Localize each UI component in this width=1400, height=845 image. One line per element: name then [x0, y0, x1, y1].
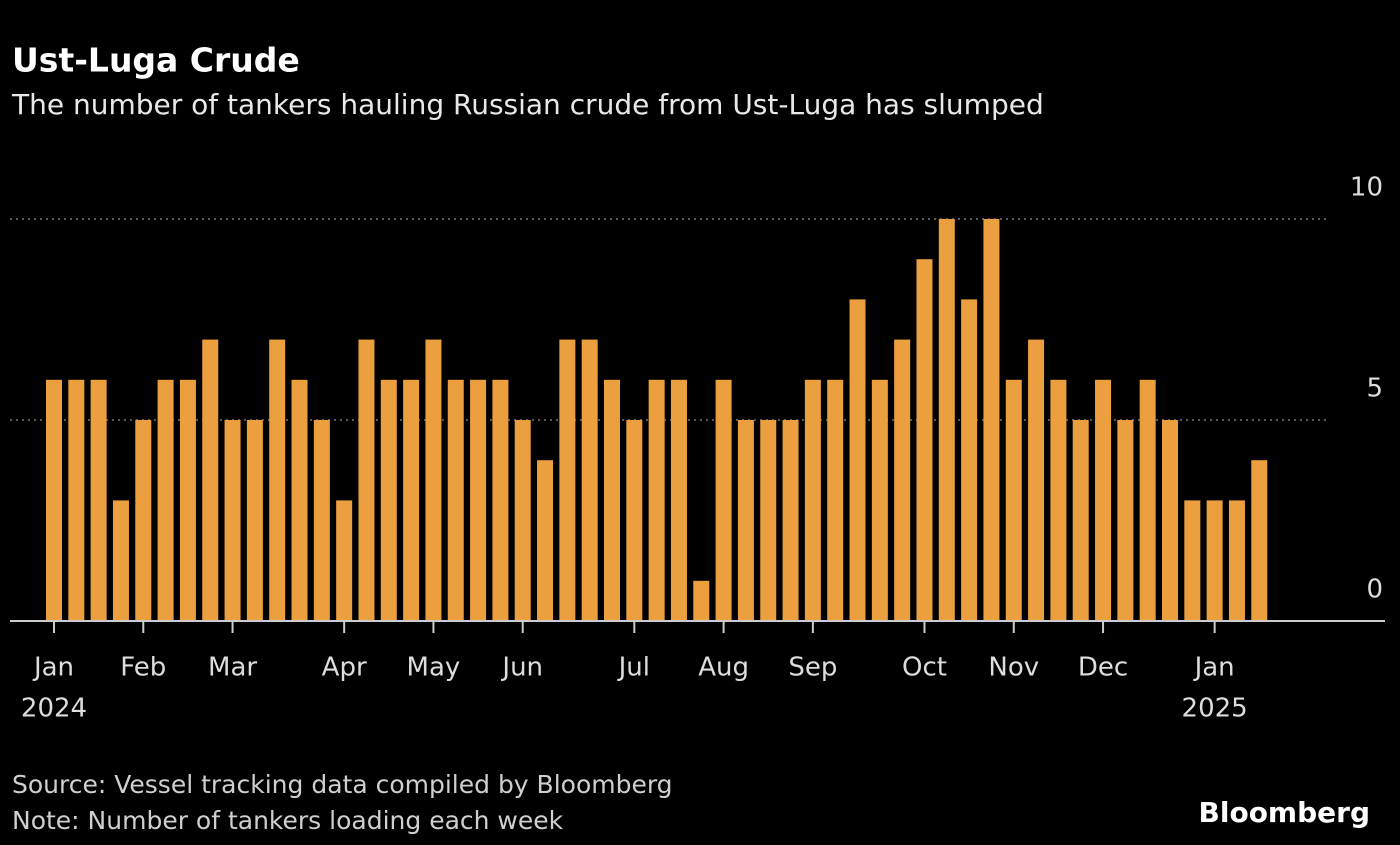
bar: [648, 379, 665, 621]
x-tick-label: Dec: [1078, 653, 1128, 683]
bar: [336, 500, 353, 621]
bar: [1072, 420, 1089, 621]
bar: [670, 379, 687, 621]
x-tick-label: Feb: [120, 653, 166, 683]
bar: [581, 339, 598, 621]
bar: [804, 379, 821, 621]
bar: [559, 339, 576, 621]
bar: [246, 420, 263, 621]
bar: [1162, 420, 1178, 621]
x-tick-label: Jan: [32, 653, 74, 683]
x-year-label: 2024: [21, 694, 87, 724]
bar: [871, 379, 888, 621]
source-note: Source: Vessel tracking data compiled by…: [12, 770, 673, 799]
y-tick-label: 5: [1366, 374, 1383, 404]
bar: [112, 500, 129, 621]
bar: [202, 339, 219, 621]
bar: [179, 379, 196, 621]
bar: [135, 420, 152, 621]
bar: [224, 420, 241, 621]
bar: [938, 219, 955, 621]
bar: [604, 379, 620, 621]
bar: [425, 339, 442, 621]
x-tick-label: Aug: [698, 653, 749, 683]
bar: [715, 379, 732, 621]
bar: [313, 420, 330, 621]
bar: [269, 339, 286, 621]
bar: [1028, 339, 1045, 621]
bar: [782, 420, 799, 621]
bar: [492, 379, 509, 621]
bar: [693, 580, 710, 621]
bar: [90, 379, 107, 621]
chart-title: Ust-Luga Crude: [12, 41, 300, 80]
bar: [291, 379, 308, 621]
bar: [447, 379, 464, 621]
bar: [1005, 379, 1022, 621]
bar: [1050, 379, 1067, 621]
bar: [626, 420, 643, 621]
bar: [827, 379, 844, 621]
x-tick-label: Nov: [988, 653, 1039, 683]
bar: [1251, 460, 1268, 621]
bar: [1206, 500, 1223, 621]
bar: [1095, 379, 1112, 621]
bar: [961, 299, 978, 621]
bar: [916, 259, 933, 621]
footnote: Note: Number of tankers loading each wee…: [12, 806, 564, 835]
bar: [737, 420, 754, 621]
bar: [760, 420, 777, 621]
bar: [1139, 379, 1156, 621]
x-tick-label: Jul: [617, 653, 650, 683]
x-tick-label: Jan: [1193, 653, 1235, 683]
brand-logo: Bloomberg: [1199, 796, 1370, 829]
bar: [68, 379, 85, 621]
bar: [157, 379, 174, 621]
bar: [849, 299, 866, 621]
bar: [403, 379, 420, 621]
x-tick-label: Jun: [500, 653, 543, 683]
x-tick-label: May: [407, 653, 461, 683]
bar: [537, 460, 554, 621]
y-tick-label: 10: [1350, 173, 1383, 203]
x-year-label: 2025: [1182, 694, 1248, 724]
bar: [46, 379, 62, 621]
x-tick-label: Sep: [788, 653, 837, 683]
x-tick-label: Oct: [902, 653, 947, 683]
chart-subtitle: The number of tankers hauling Russian cr…: [11, 88, 1044, 121]
bar: [1184, 500, 1201, 621]
bar: [514, 420, 531, 621]
y-tick-label: 0: [1366, 575, 1383, 605]
x-tick-label: Mar: [208, 653, 257, 683]
bar: [1228, 500, 1245, 621]
bar: [983, 219, 1000, 621]
x-tick-label: Apr: [322, 653, 367, 683]
bar: [1117, 420, 1134, 621]
bar: [470, 379, 487, 621]
bar: [894, 339, 911, 621]
bar: [358, 339, 375, 621]
bar: [380, 379, 397, 621]
